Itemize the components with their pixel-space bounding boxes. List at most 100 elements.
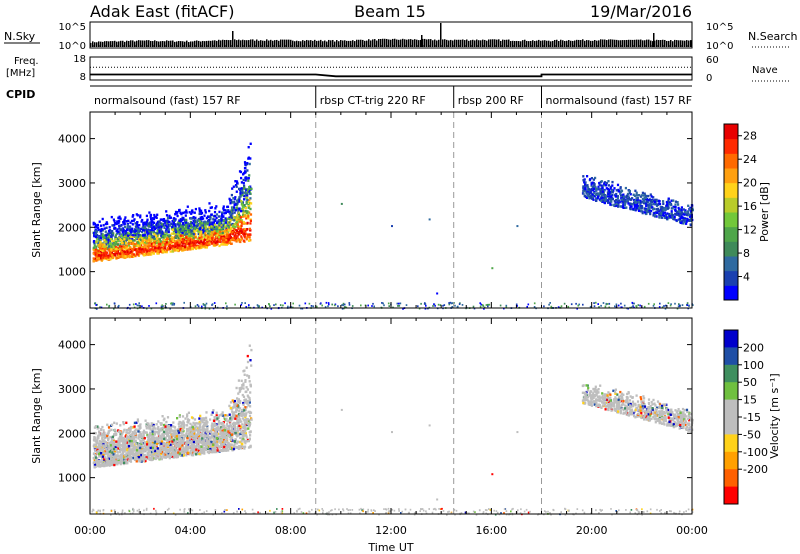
- range-gate-cell: [181, 238, 184, 241]
- range-gate-cell: [240, 181, 243, 184]
- range-gate-cell: [153, 237, 156, 240]
- ground-scatter-cell: [270, 307, 273, 310]
- range-gate-cell: [234, 236, 237, 239]
- range-gate-cell: [237, 209, 240, 212]
- range-gate-cell: [155, 423, 158, 426]
- range-gate-cell: [149, 244, 152, 248]
- range-gate-cell: [173, 247, 176, 250]
- power-colorbar-border: [723, 123, 739, 301]
- range-gate-cell: [619, 186, 622, 189]
- ground-scatter-cell: [240, 303, 243, 306]
- range-gate-cell: [174, 229, 177, 232]
- range-gate-cell: [195, 244, 198, 247]
- range-gate-cell: [165, 241, 168, 244]
- range-gate-cell: [607, 187, 610, 191]
- nsky-bar: [134, 41, 136, 47]
- range-gate-cell: [632, 207, 635, 211]
- range-gate-cell: [189, 451, 192, 455]
- range-gate-cell: [156, 213, 159, 216]
- ground-scatter-cell: [247, 306, 250, 309]
- range-gate-cell: [192, 220, 195, 223]
- range-gate-cell: [619, 192, 622, 195]
- range-gate-cell: [178, 244, 181, 247]
- range-gate-cell: [163, 248, 166, 252]
- ground-scatter-cell: [402, 308, 404, 310]
- range-gate-cell: [231, 237, 235, 240]
- range-gate-cell: [124, 241, 127, 244]
- range-gate-cell: [592, 185, 595, 189]
- nsky-bar: [544, 40, 546, 47]
- range-gate-cell: [93, 234, 96, 238]
- range-gate-cell: [586, 192, 589, 195]
- range-gate-cell: [148, 236, 151, 239]
- range-gate-cell: [147, 225, 150, 228]
- range-gate-cell: [155, 223, 158, 226]
- range-gate-cell: [104, 222, 107, 226]
- range-gate-cell: [206, 227, 209, 231]
- range-gate-cell: [137, 227, 140, 230]
- ground-scatter-cell: [397, 305, 399, 307]
- nsky-bar: [334, 41, 336, 47]
- range-gate-cell: [247, 206, 250, 209]
- range-gate-cell: [240, 235, 243, 238]
- range-gate-cell: [127, 251, 130, 254]
- range-gate-cell: [202, 426, 205, 429]
- range-gate-cell: [604, 197, 608, 201]
- ground-scatter-cell: [396, 302, 399, 305]
- range-gate-cell: [167, 230, 170, 233]
- range-gate-cell: [148, 230, 151, 233]
- range-gate-cell: [219, 230, 222, 233]
- range-gate-cell: [152, 217, 156, 221]
- range-gate-cell: [98, 220, 101, 223]
- range-gate-cell: [187, 238, 190, 241]
- range-gate-cell: [184, 247, 187, 251]
- range-gate-cell: [169, 216, 172, 219]
- range-gate-cell: [687, 213, 690, 217]
- range-gate-cell: [674, 203, 677, 206]
- range-gate-cell: [171, 228, 174, 232]
- range-gate-cell: [665, 204, 668, 207]
- range-gate-cell: [162, 243, 165, 246]
- range-gate-cell: [94, 233, 97, 236]
- nsky-bar: [586, 40, 588, 47]
- range-gate-cell: [152, 231, 155, 234]
- nsky-bar: [642, 40, 644, 47]
- nsky-bar: [336, 40, 338, 47]
- range-gate-cell: [248, 202, 251, 205]
- ground-scatter-cell: [487, 305, 489, 308]
- range-gate-cell: [662, 212, 665, 215]
- nsky-bar: [512, 40, 514, 47]
- range-gate-cell: [242, 232, 245, 235]
- range-gate-cell: [114, 238, 117, 241]
- range-gate-cell: [204, 232, 207, 235]
- range-gate-cell: [187, 418, 190, 422]
- range-gate-cell: [215, 216, 218, 219]
- range-gate-cell: [593, 183, 596, 186]
- range-gate-cell: [191, 211, 194, 214]
- range-gate-cell: [248, 397, 251, 400]
- range-gate-cell: [106, 241, 109, 244]
- range-gate-cell: [207, 238, 211, 241]
- range-gate-cell: [139, 234, 142, 237]
- range-gate-cell: [585, 196, 589, 199]
- range-gate-cell: [109, 250, 112, 254]
- range-gate-cell: [230, 443, 233, 446]
- range-gate-cell: [95, 236, 98, 240]
- range-gate-cell: [143, 243, 146, 246]
- range-gate-cell: [186, 205, 189, 208]
- range-gate-cell: [188, 247, 192, 250]
- range-gate-cell: [176, 449, 179, 452]
- range-gate-cell: [230, 193, 233, 197]
- range-gate-cell: [193, 230, 196, 233]
- range-gate-cell: [157, 226, 160, 229]
- range-gate-cell: [146, 231, 149, 234]
- range-gate-cell: [113, 250, 116, 253]
- range-gate-cell: [239, 170, 243, 174]
- ground-scatter-cell: [333, 304, 336, 307]
- range-gate-cell: [645, 204, 648, 208]
- range-gate-cell: [238, 199, 241, 202]
- ground-scatter-cell: [204, 306, 207, 308]
- range-gate-cell: [96, 234, 99, 237]
- nsky-bar: [438, 39, 440, 47]
- range-gate-cell: [215, 213, 219, 216]
